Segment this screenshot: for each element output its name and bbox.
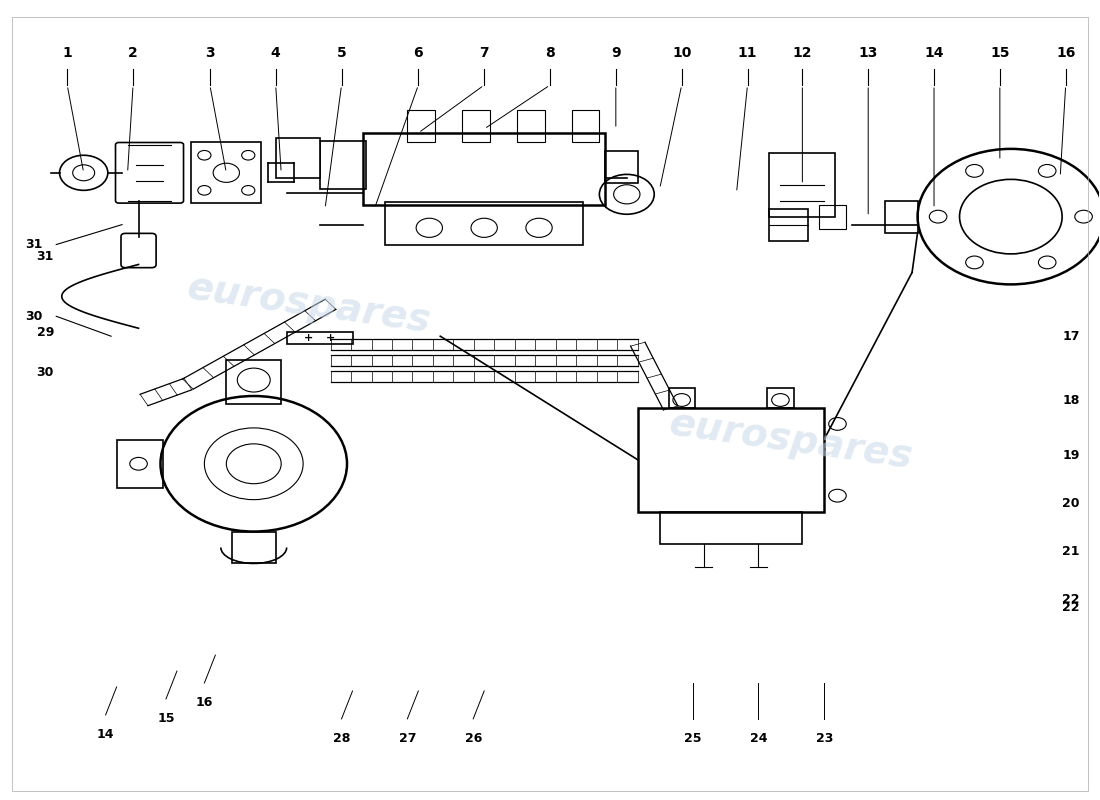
Text: 23: 23 [815, 732, 833, 746]
Text: eurospares: eurospares [667, 404, 915, 476]
Bar [660, 512, 802, 543]
Text: 12: 12 [793, 46, 812, 60]
Text: 14: 14 [97, 728, 114, 742]
Text: 2: 2 [129, 46, 138, 60]
Bar [517, 110, 544, 142]
Text: 8: 8 [546, 46, 554, 60]
Bar [385, 202, 583, 245]
Bar [191, 142, 262, 203]
Text: 15: 15 [990, 46, 1010, 60]
Text: 13: 13 [858, 46, 878, 60]
Text: 29: 29 [36, 326, 54, 338]
Bar [407, 110, 434, 142]
Text: 22: 22 [1063, 593, 1080, 606]
Bar [276, 138, 320, 178]
Text: 19: 19 [1063, 450, 1080, 462]
Text: eurospares: eurospares [185, 269, 433, 340]
Text: 10: 10 [672, 46, 692, 60]
Text: 6: 6 [414, 46, 424, 60]
Bar [818, 205, 846, 229]
Text: 26: 26 [464, 732, 482, 746]
Bar [769, 153, 835, 217]
Text: 17: 17 [1063, 330, 1080, 342]
Bar [767, 388, 793, 408]
Text: 28: 28 [333, 732, 350, 746]
Text: 18: 18 [1063, 394, 1080, 406]
Text: 22: 22 [1063, 601, 1080, 614]
Bar [769, 209, 807, 241]
Bar [572, 110, 600, 142]
Text: 27: 27 [398, 732, 416, 746]
Text: 25: 25 [684, 732, 702, 746]
Bar [117, 440, 163, 488]
Text: 15: 15 [157, 712, 175, 726]
Bar [363, 133, 605, 206]
Text: 16: 16 [1056, 46, 1076, 60]
Text: 31: 31 [36, 250, 54, 263]
Bar [462, 110, 490, 142]
Text: 9: 9 [610, 46, 620, 60]
Text: 30: 30 [25, 310, 43, 322]
Text: +: + [304, 333, 313, 343]
Bar [669, 388, 695, 408]
Circle shape [278, 170, 285, 175]
Text: 7: 7 [480, 46, 490, 60]
Text: 11: 11 [738, 46, 757, 60]
Text: 24: 24 [750, 732, 767, 746]
Bar [227, 360, 282, 404]
Text: 5: 5 [337, 46, 346, 60]
Bar [605, 151, 638, 183]
Text: +: + [326, 333, 336, 343]
Bar [232, 531, 276, 563]
Bar [320, 141, 365, 189]
Bar [287, 332, 352, 344]
Text: 1: 1 [63, 46, 73, 60]
Text: 30: 30 [36, 366, 54, 378]
Text: 16: 16 [196, 697, 213, 710]
Text: 14: 14 [924, 46, 944, 60]
Text: 20: 20 [1063, 497, 1080, 510]
Text: 21: 21 [1063, 545, 1080, 558]
Text: 3: 3 [205, 46, 214, 60]
Text: 31: 31 [25, 238, 43, 251]
Bar [884, 201, 917, 233]
Text: 4: 4 [271, 46, 281, 60]
Bar [638, 408, 824, 512]
